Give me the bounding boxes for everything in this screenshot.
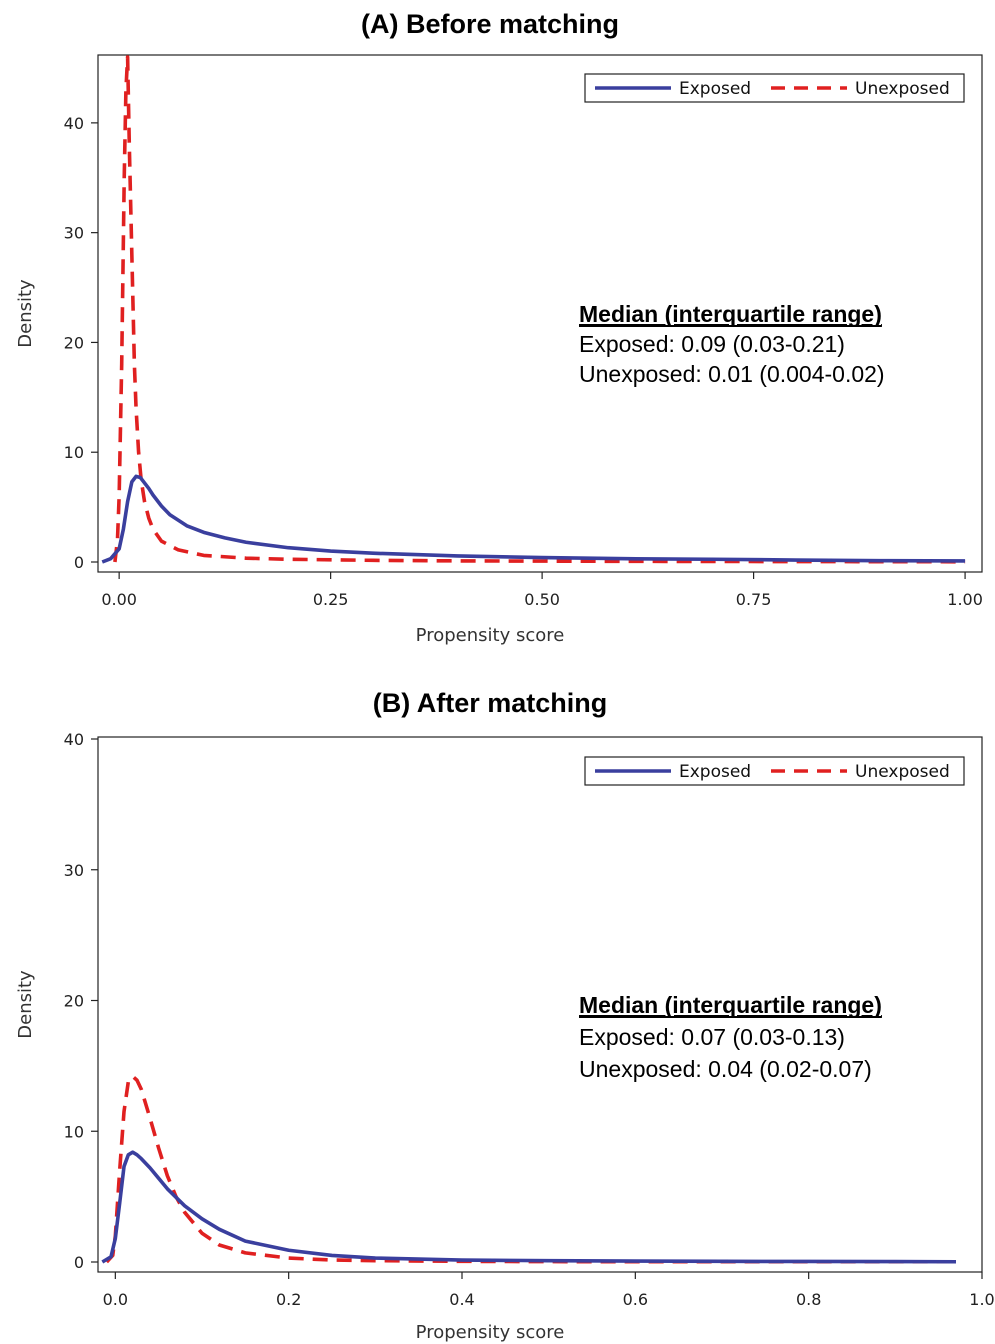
median-iqr-heading: Median (interquartile range) bbox=[579, 301, 882, 327]
median-iqr-heading: Median (interquartile range) bbox=[579, 992, 882, 1018]
x-tick-label: 0.00 bbox=[101, 590, 137, 609]
legend-label-exposed: Exposed bbox=[679, 79, 751, 99]
y-tick-label: 0 bbox=[74, 1253, 84, 1272]
y-tick-label: 20 bbox=[64, 333, 84, 352]
series-line-exposed bbox=[102, 1152, 956, 1262]
panel-a: (A) Before matching 0.00 0.25 0.50 0.75 1.00 0… bbox=[15, 9, 983, 646]
y-axis-label: Density bbox=[15, 279, 36, 348]
x-tick-label: 0.75 bbox=[736, 590, 772, 609]
x-axis-label: Propensity score bbox=[416, 625, 565, 646]
x-tick-label: 0.0 bbox=[103, 1290, 128, 1309]
median-iqr-line: Unexposed: 0.01 (0.004-0.02) bbox=[579, 361, 885, 387]
y-tick-label: 30 bbox=[64, 861, 84, 880]
x-tick-label: 0.2 bbox=[276, 1290, 301, 1309]
x-tick-label: 0.6 bbox=[623, 1290, 648, 1309]
y-tick-label: 10 bbox=[64, 443, 84, 462]
x-tick-label: 0.4 bbox=[449, 1290, 474, 1309]
x-tick-label: 0.25 bbox=[313, 590, 349, 609]
x-tick-label: 0.8 bbox=[796, 1290, 821, 1309]
x-tick-label: 1.00 bbox=[947, 590, 983, 609]
median-iqr-line: Unexposed: 0.04 (0.02-0.07) bbox=[579, 1056, 872, 1082]
x-tick-label: 1.0 bbox=[969, 1290, 994, 1309]
y-tick-label: 40 bbox=[64, 730, 84, 749]
median-iqr-line: Exposed: 0.09 (0.03-0.21) bbox=[579, 331, 845, 357]
panel-b: (B) After matching 0.0 0.2 0.4 0.6 0.8 1.0 0 10 2… bbox=[15, 688, 995, 1343]
x-tick-label: 0.50 bbox=[524, 590, 560, 609]
legend-label-unexposed: Unexposed bbox=[855, 762, 950, 782]
y-tick-label: 40 bbox=[64, 114, 84, 133]
median-iqr-line: Exposed: 0.07 (0.03-0.13) bbox=[579, 1024, 845, 1050]
y-axis-label: Density bbox=[15, 970, 36, 1039]
legend-label-unexposed: Unexposed bbox=[855, 79, 950, 99]
y-tick-label: 20 bbox=[64, 992, 84, 1011]
y-tick-label: 30 bbox=[64, 224, 84, 243]
x-axis-label: Propensity score bbox=[416, 1322, 565, 1343]
chart-title: (B) After matching bbox=[373, 688, 608, 718]
chart-title: (A) Before matching bbox=[361, 9, 619, 39]
legend-label-exposed: Exposed bbox=[679, 762, 751, 782]
y-tick-label: 10 bbox=[64, 1122, 84, 1141]
y-tick-label: 0 bbox=[74, 553, 84, 572]
series-line-exposed bbox=[102, 476, 965, 562]
